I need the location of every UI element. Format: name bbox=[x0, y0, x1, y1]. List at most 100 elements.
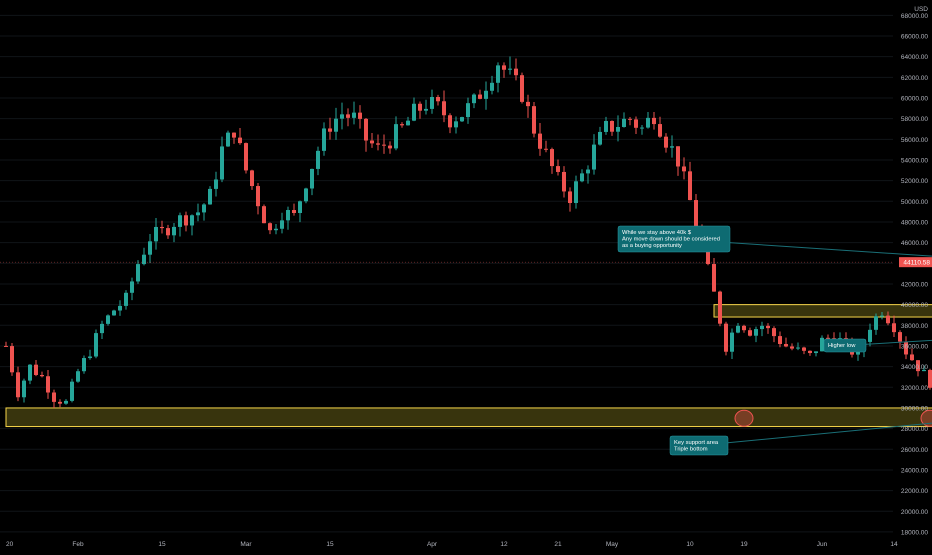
time-tick-label: Feb bbox=[72, 541, 84, 548]
candle-body bbox=[568, 191, 572, 204]
key-support-text: Key support area bbox=[674, 440, 719, 446]
candle-body bbox=[760, 325, 764, 330]
candle-body bbox=[490, 82, 494, 91]
candle-body bbox=[250, 170, 254, 187]
price-tick-label: 58000.00 bbox=[901, 116, 928, 123]
time-axis[interactable]: 20Feb15Mar15Apr1221May1019Jun1421Jul1221… bbox=[6, 541, 932, 548]
currency-label: USD bbox=[914, 6, 928, 13]
candle-body bbox=[688, 171, 692, 201]
candle-body bbox=[910, 354, 914, 361]
candle-body bbox=[238, 137, 242, 144]
candle-body bbox=[742, 325, 746, 331]
candle-body bbox=[34, 364, 38, 375]
price-axis[interactable]: USD 18000.00 20000.00 22000.00 24000.00 2600… bbox=[899, 6, 932, 536]
candle-body bbox=[808, 350, 812, 354]
candle-body bbox=[418, 103, 422, 111]
candle-body bbox=[682, 166, 686, 172]
price-tick-label: 48000.00 bbox=[901, 219, 928, 226]
price-tick-label: 22000.00 bbox=[901, 488, 928, 495]
buying-note-text: Any move down should be considered bbox=[622, 237, 720, 243]
candle-body bbox=[76, 371, 80, 382]
candle-body bbox=[232, 132, 236, 138]
candle-body bbox=[328, 128, 332, 132]
candle-body bbox=[598, 131, 602, 145]
price-tick-label: 28000.00 bbox=[901, 426, 928, 433]
candle-body bbox=[166, 228, 170, 236]
candle-body bbox=[412, 103, 416, 121]
candle-body bbox=[502, 65, 506, 70]
candle-body bbox=[388, 145, 392, 149]
candle-body bbox=[88, 356, 92, 359]
time-tick-label: 14 bbox=[890, 541, 898, 548]
zones bbox=[5, 304, 932, 428]
bottom-marker bbox=[734, 409, 754, 427]
candle-body bbox=[916, 360, 920, 372]
candle-body bbox=[868, 329, 872, 342]
candle-body bbox=[70, 381, 74, 401]
candle-body bbox=[430, 97, 434, 109]
candle-body bbox=[562, 171, 566, 192]
candle-body bbox=[796, 347, 800, 349]
candle-body bbox=[544, 148, 548, 150]
overlays bbox=[0, 261, 932, 427]
higher-low-pointer bbox=[844, 339, 932, 346]
time-tick-label: 10 bbox=[686, 541, 694, 548]
candle-body bbox=[226, 132, 230, 147]
candle-body bbox=[856, 351, 860, 355]
candle-body bbox=[784, 344, 788, 347]
candle-body bbox=[94, 333, 98, 357]
price-tick-label: 68000.00 bbox=[901, 13, 928, 20]
candle-body bbox=[274, 228, 278, 231]
candle-body bbox=[46, 376, 50, 393]
candle-body bbox=[880, 315, 884, 317]
candle-body bbox=[646, 117, 650, 128]
candle-body bbox=[124, 292, 128, 306]
candle-body bbox=[790, 346, 794, 349]
candle-body bbox=[928, 369, 932, 388]
candle-body bbox=[718, 291, 722, 324]
candle-body bbox=[460, 117, 464, 122]
price-tick-label: 40000.00 bbox=[901, 302, 928, 309]
buying-note-box bbox=[617, 225, 731, 253]
candle-body bbox=[100, 323, 104, 334]
candle-body bbox=[658, 124, 662, 137]
candle-body bbox=[496, 65, 500, 83]
candle-body bbox=[184, 215, 188, 226]
candle-body bbox=[208, 188, 212, 205]
price-tick-label: 50000.00 bbox=[901, 199, 928, 206]
candle-body bbox=[256, 186, 260, 207]
price-tick-label: 34000.00 bbox=[901, 364, 928, 371]
candle-body bbox=[178, 215, 182, 227]
candle-body bbox=[136, 264, 140, 282]
current-price-label: 44110.58 bbox=[903, 260, 930, 267]
candle-body bbox=[730, 332, 734, 352]
candle-body bbox=[4, 345, 8, 347]
candle-body bbox=[358, 112, 362, 119]
candle-body bbox=[214, 179, 218, 189]
candle-body bbox=[754, 329, 758, 336]
candle-body bbox=[268, 223, 272, 231]
candle-body bbox=[694, 200, 698, 228]
candle-body bbox=[376, 143, 380, 145]
buying-note-pointer bbox=[673, 238, 932, 257]
candle-body bbox=[346, 114, 350, 118]
bottom-marker bbox=[920, 409, 932, 427]
higher-low-text: Higher low bbox=[828, 343, 856, 349]
price-tick-label: 46000.00 bbox=[901, 240, 928, 247]
candle-body bbox=[52, 392, 56, 402]
time-tick-label: Apr bbox=[427, 541, 438, 548]
price-tick-label: 20000.00 bbox=[901, 509, 928, 516]
candle-body bbox=[634, 119, 638, 128]
candle-body bbox=[352, 112, 356, 118]
key-support-pointer bbox=[698, 422, 932, 446]
candle-body bbox=[748, 330, 752, 336]
candle-body bbox=[508, 68, 512, 70]
candle-body bbox=[262, 206, 266, 224]
candle-body bbox=[424, 108, 428, 111]
candle-body bbox=[244, 143, 248, 171]
time-tick-label: 15 bbox=[158, 541, 166, 548]
candle-body bbox=[334, 118, 338, 132]
candle-body bbox=[382, 144, 386, 146]
